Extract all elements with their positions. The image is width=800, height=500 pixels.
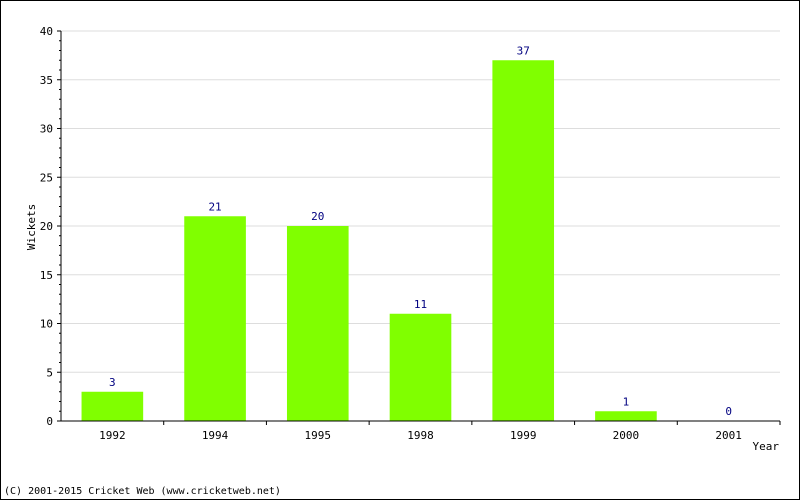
x-tick-label-1995: 1995 — [305, 429, 332, 442]
bars — [81, 60, 657, 421]
bar-1998 — [389, 313, 452, 421]
y-tick-label: 5 — [46, 366, 53, 379]
y-tick-label: 20 — [40, 220, 53, 233]
bar-1992 — [81, 391, 144, 421]
x-tick-label-1992: 1992 — [99, 429, 126, 442]
bar-2000 — [595, 411, 657, 421]
y-tick-label: 40 — [40, 25, 53, 38]
x-tick-label-1999: 1999 — [510, 429, 537, 442]
y-tick-label: 35 — [40, 74, 53, 87]
data-label-1999: 37 — [517, 44, 530, 57]
x-tick-label-2001: 2001 — [715, 429, 742, 442]
y-tick-label: 30 — [40, 123, 53, 136]
x-tick-label-1998: 1998 — [407, 429, 434, 442]
y-tick-label: 25 — [40, 171, 53, 184]
data-label-1995: 20 — [311, 210, 324, 223]
data-label-2001: 0 — [725, 405, 732, 418]
labels: 0510152025303540319922119942019951119983… — [40, 25, 742, 442]
copyright-notice: (C) 2001-2015 Cricket Web (www.cricketwe… — [4, 486, 281, 497]
data-label-1998: 11 — [414, 298, 427, 311]
y-tick-label: 15 — [40, 269, 53, 282]
x-tick-label-2000: 2000 — [613, 429, 640, 442]
x-axis-label: Year — [753, 440, 780, 453]
x-tick-label-1994: 1994 — [202, 429, 229, 442]
y-tick-label: 10 — [40, 318, 53, 331]
bar-1999 — [492, 60, 555, 421]
grid-lines — [61, 30, 780, 373]
data-label-2000: 1 — [623, 395, 630, 408]
bar-1995 — [286, 226, 349, 421]
y-axis-label: Wickets — [25, 204, 38, 250]
data-label-1994: 21 — [208, 200, 221, 213]
y-tick-label: 0 — [46, 415, 53, 428]
axes — [57, 30, 781, 425]
bar-1994 — [184, 216, 246, 421]
data-label-1992: 3 — [109, 376, 116, 389]
